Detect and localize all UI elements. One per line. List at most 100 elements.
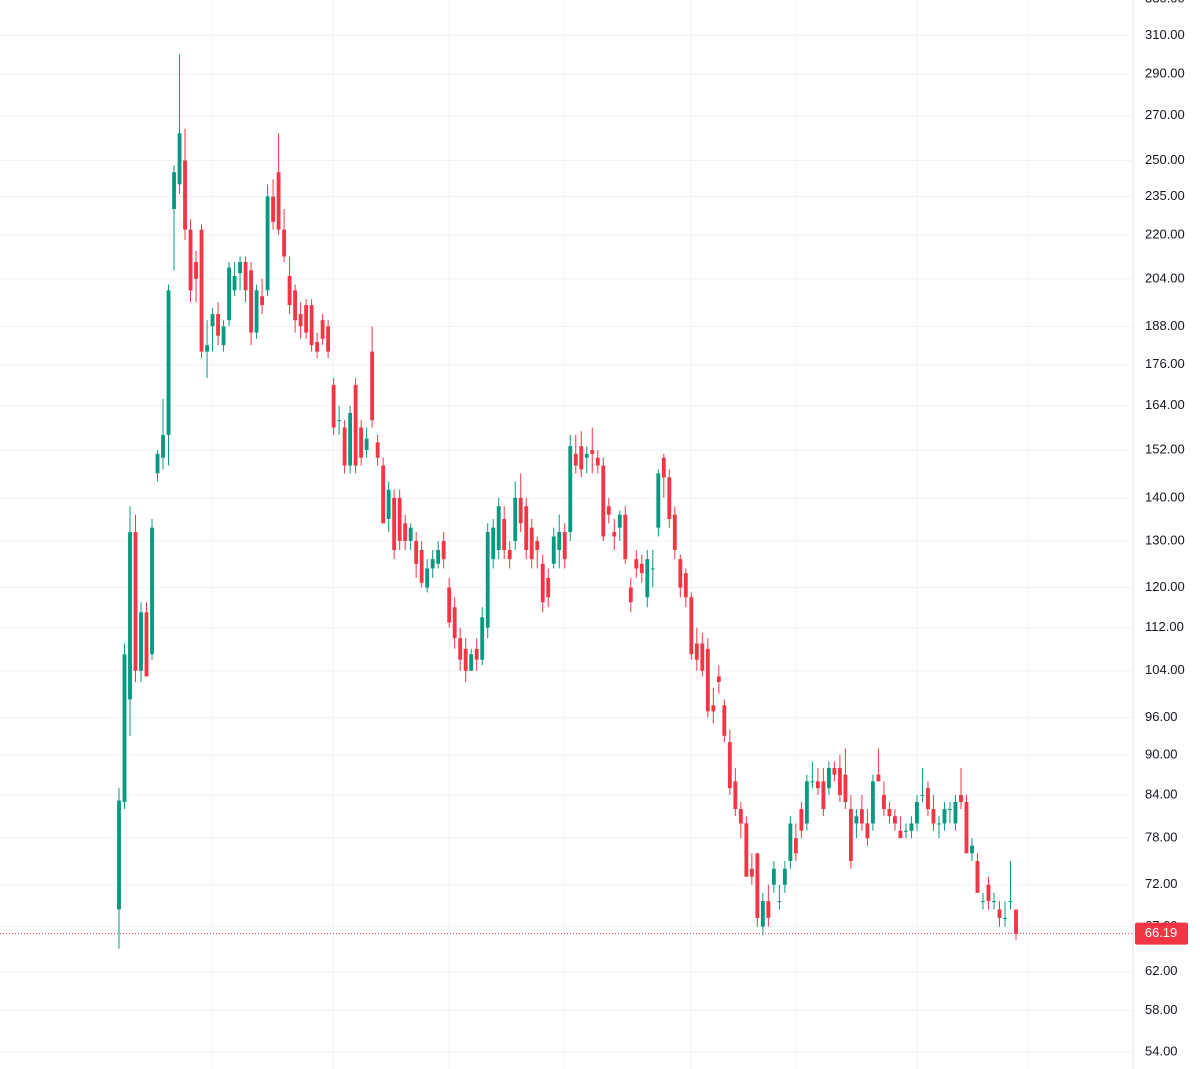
candle-body — [507, 549, 512, 560]
candle-body — [782, 868, 787, 885]
candle-body — [705, 648, 710, 712]
candle-body — [381, 465, 386, 524]
candle-body — [755, 853, 760, 918]
candle-body — [788, 823, 793, 861]
candle-body — [981, 901, 985, 903]
candle-body — [447, 587, 452, 623]
candle-body — [557, 532, 562, 550]
candle-body — [694, 643, 699, 660]
candle-body — [573, 453, 578, 466]
last-price-label: 66.19 — [1145, 925, 1178, 940]
candle-body — [733, 781, 738, 810]
last-price-badge — [1135, 922, 1188, 945]
candle-body — [315, 342, 320, 352]
candle-body — [452, 607, 457, 639]
candle-body — [821, 781, 826, 810]
candle-body — [837, 767, 842, 796]
candle-body — [496, 506, 501, 550]
y-tick-label: 84.00 — [1145, 786, 1178, 801]
candle-body — [304, 305, 309, 333]
candle-body — [606, 506, 611, 515]
candle-body — [469, 654, 474, 671]
candle-body — [937, 823, 941, 825]
candle-body — [502, 519, 507, 550]
y-tick-label: 220.00 — [1145, 226, 1185, 241]
candle-body — [491, 527, 496, 560]
candle-body — [293, 290, 298, 321]
candle-body — [887, 809, 892, 817]
candle-body — [893, 816, 897, 824]
candle-body — [722, 705, 727, 736]
y-tick-label: 96.00 — [1145, 709, 1178, 724]
candle-body — [804, 781, 809, 824]
candle-body — [397, 497, 402, 541]
candle-body — [760, 901, 765, 927]
y-tick-label: 290.00 — [1145, 66, 1185, 81]
candle-body — [326, 326, 331, 352]
y-tick-label: 112.00 — [1145, 619, 1184, 634]
candle-body — [579, 446, 584, 470]
y-tick-label: 152.00 — [1145, 441, 1185, 456]
candle-body — [238, 261, 242, 274]
candle-body — [172, 172, 176, 210]
candle-body — [540, 563, 545, 603]
candle-body — [738, 809, 743, 824]
y-tick-label: 310.00 — [1145, 27, 1185, 42]
candle-body — [518, 497, 523, 524]
candle-body — [150, 527, 154, 655]
candle-body — [909, 823, 914, 831]
candle-body — [882, 795, 886, 810]
candle-body — [970, 845, 974, 854]
candle-body — [656, 473, 661, 528]
candle-body — [915, 802, 919, 824]
candle-body — [992, 901, 996, 903]
candle-body — [777, 901, 782, 903]
y-tick-label: 235.00 — [1145, 188, 1185, 203]
candle-body — [227, 267, 231, 321]
candle-body — [298, 314, 303, 327]
candle-body — [942, 809, 947, 824]
candle-body — [392, 497, 397, 550]
candle-body — [183, 160, 187, 230]
candle-body — [419, 549, 424, 583]
candle-body — [667, 477, 672, 520]
candle-body — [128, 532, 132, 700]
candle-body — [601, 465, 606, 537]
candle-body — [309, 305, 314, 346]
candle-body — [683, 573, 688, 598]
candle-body — [584, 453, 589, 458]
y-tick-label: 104.00 — [1145, 662, 1185, 677]
candle-body — [221, 326, 226, 346]
candle-body — [210, 314, 215, 327]
candle-body — [249, 270, 253, 333]
candle-body — [678, 559, 683, 588]
y-tick-label: 176.00 — [1145, 356, 1185, 371]
candle-body — [414, 540, 419, 564]
candle-body — [617, 514, 622, 528]
candle-body — [287, 275, 292, 306]
candle-body — [441, 540, 446, 560]
candle-body — [948, 809, 952, 811]
candle-body — [771, 868, 776, 885]
candle-body — [590, 450, 595, 454]
candle-body — [920, 795, 925, 797]
candle-body — [430, 559, 435, 569]
y-tick-label: 204.00 — [1145, 270, 1185, 285]
candle-body — [628, 587, 633, 603]
candle-body — [716, 676, 721, 683]
candle-body — [232, 275, 237, 291]
candle-body — [529, 527, 534, 560]
candle-body — [474, 648, 479, 660]
candle-body — [425, 568, 430, 588]
candle-body — [320, 320, 325, 339]
candle-body — [254, 290, 259, 333]
candle-body — [139, 612, 143, 671]
y-tick-label: 62.00 — [1145, 963, 1178, 978]
candle-body — [348, 412, 353, 466]
candle-body — [826, 767, 831, 789]
candle-body — [975, 860, 980, 893]
y-tick-label: 130.00 — [1145, 532, 1185, 547]
candle-body — [832, 767, 837, 775]
candle-body — [815, 781, 820, 789]
